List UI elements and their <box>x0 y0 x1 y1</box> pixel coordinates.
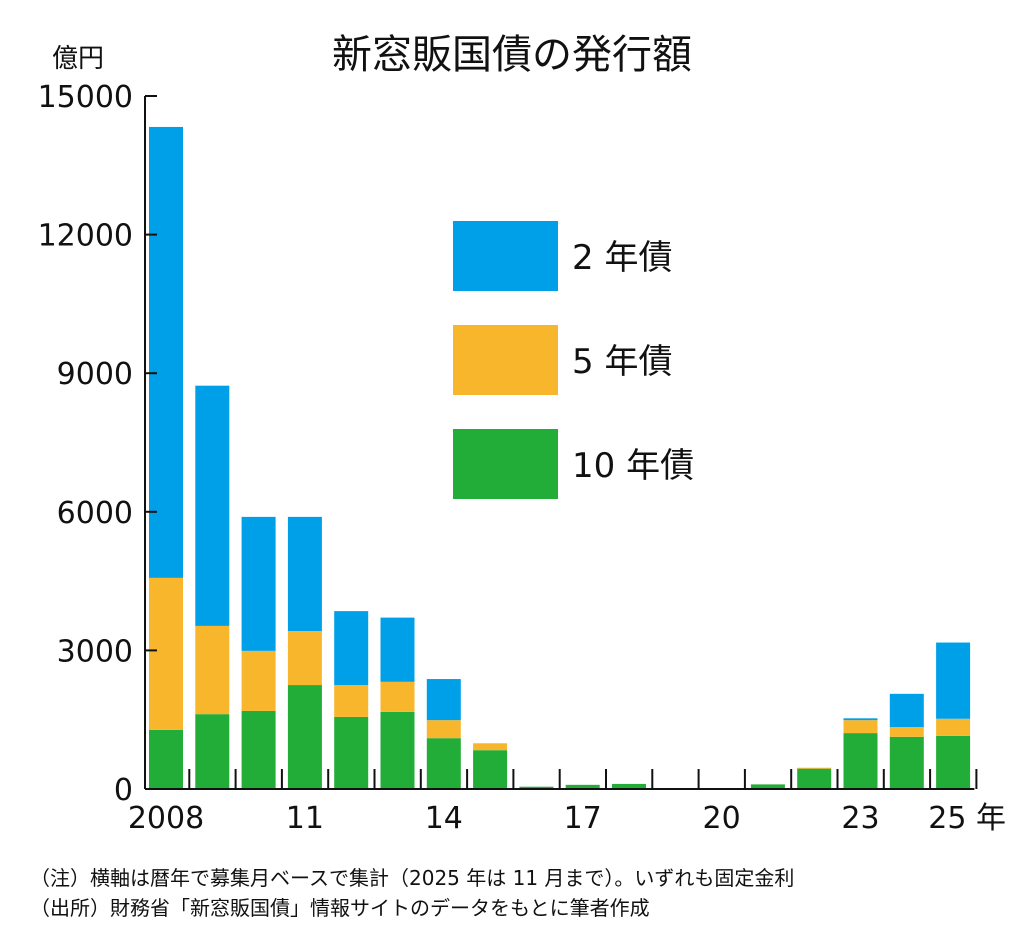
bar-2008-5年債 <box>149 577 183 730</box>
source-text: （出所）財務省「新窓販国債」情報サイトのデータをもとに筆者作成 <box>30 896 650 920</box>
bar-2014-5年債 <box>426 720 461 739</box>
bar-2009-2年債 <box>195 385 230 626</box>
bar-2023-2年債 <box>843 718 878 721</box>
x-tick-label: 25 年 <box>928 801 1006 836</box>
bar-2010-5年債 <box>241 650 276 711</box>
bar-2010-2年債 <box>241 516 276 651</box>
bar-2012-5年債 <box>334 685 369 717</box>
y-tick-label: 0 <box>114 773 133 808</box>
y-tick-label: 6000 <box>57 496 133 531</box>
note-text: （注）横軸は暦年で募集月ベースで集計（2025 年は 11 月まで）。いずれも固… <box>30 866 795 890</box>
bar-2018-10年債 <box>612 783 646 789</box>
bar-2024-2年債 <box>889 693 924 728</box>
bar-2015-10年債 <box>473 750 508 789</box>
bar-2014-10年債 <box>426 738 461 789</box>
bar-2022-5年債 <box>797 767 832 769</box>
bar-2016-10年債 <box>519 786 554 789</box>
bar-2023-5年債 <box>843 720 878 734</box>
bar-2013-5年債 <box>380 681 415 712</box>
bar-2023-10年債 <box>843 733 878 789</box>
bar-2024-10年債 <box>889 736 924 789</box>
bar-2021-10年債 <box>750 784 785 789</box>
legend-swatch-0 <box>453 221 558 291</box>
x-tick-label: 2008 <box>128 801 204 836</box>
y-tick-label: 9000 <box>57 357 133 392</box>
x-tick-label: 14 <box>425 801 463 836</box>
bar-2013-10年債 <box>380 711 415 789</box>
x-tick-label: 23 <box>841 801 879 836</box>
y-tick-label: 3000 <box>57 634 133 669</box>
legend-label-1: 5 年債 <box>572 342 672 382</box>
bar-2011-2年債 <box>287 516 322 631</box>
bar-2024-5年債 <box>889 727 924 737</box>
bar-2008-10年債 <box>149 729 183 789</box>
legend-swatch-2 <box>453 429 558 499</box>
bar-2025-2年債 <box>936 642 971 719</box>
legend-swatch-1 <box>453 325 558 395</box>
bar-2014-2年債 <box>426 679 461 721</box>
bar-2009-5年債 <box>195 625 230 715</box>
bar-2009-10年債 <box>195 714 230 789</box>
legend-label-2: 10 年債 <box>572 446 694 486</box>
bar-2011-10年債 <box>287 685 322 789</box>
y-tick-label: 15000 <box>38 80 133 115</box>
x-tick-label: 11 <box>286 801 324 836</box>
legend-label-0: 2 年債 <box>572 238 672 278</box>
x-tick-label: 20 <box>703 801 741 836</box>
chart-title: 新窓販国債の発行額 <box>332 32 692 78</box>
bar-2017-10年債 <box>565 784 600 789</box>
bar-2008-2年債 <box>149 126 183 578</box>
bar-2010-10年債 <box>241 710 276 789</box>
bar-2022-10年債 <box>797 768 832 789</box>
bar-2011-5年債 <box>287 630 322 686</box>
x-tick-label: 17 <box>564 801 602 836</box>
y-tick-label: 12000 <box>38 219 133 254</box>
bar-2012-10年債 <box>334 716 369 789</box>
bar-2025-5年債 <box>936 718 971 736</box>
bar-2025-10年債 <box>936 735 971 789</box>
bar-2013-2年債 <box>380 617 415 682</box>
bar-2015-5年債 <box>473 743 508 751</box>
bar-2012-2年債 <box>334 611 369 686</box>
y-axis-unit: 億円 <box>52 44 105 74</box>
